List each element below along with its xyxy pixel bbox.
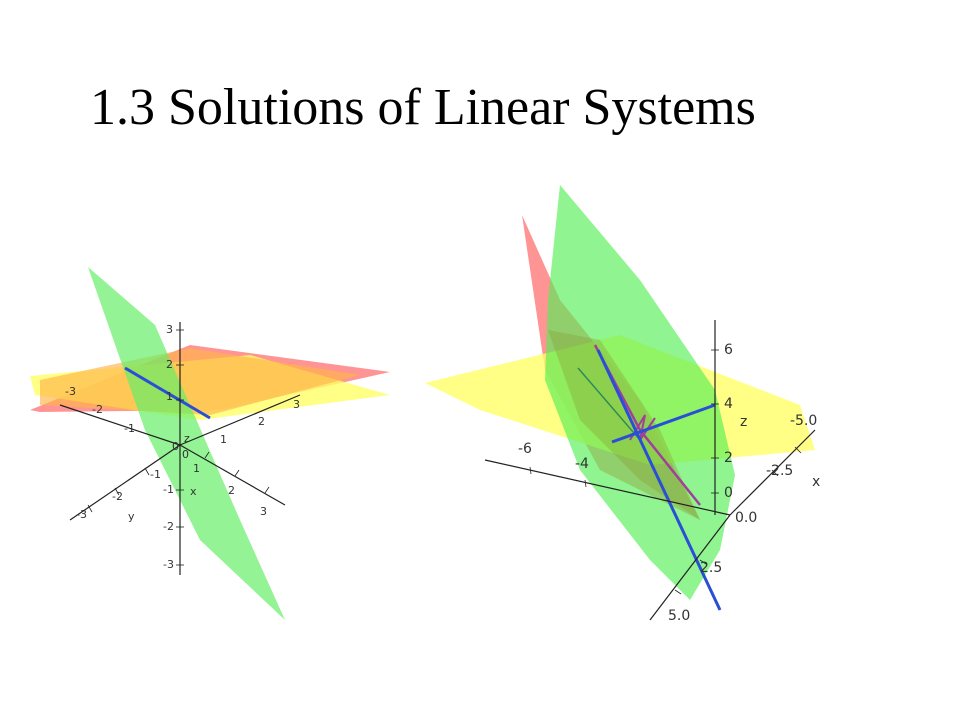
right-z-tick-3: 2 — [724, 450, 733, 466]
left-y-tick-6: 2 — [228, 484, 235, 497]
right-z-tick-1: 6 — [724, 342, 733, 358]
right-x-tick-1: -5.0 — [790, 413, 817, 429]
right-z-tick-4: 0 — [724, 485, 733, 501]
right-y-tick-1: -6 — [518, 441, 532, 457]
left-y-tick-4: 0 — [182, 448, 189, 461]
left-x-tick-5: 1 — [220, 433, 227, 446]
right-x-tick-2: -2.5 — [766, 463, 793, 479]
right-x-tick-3: 0.0 — [735, 510, 757, 526]
left-axis-label-x: x — [190, 485, 197, 498]
plane-green — [88, 267, 285, 620]
right-axis-label-z: z — [740, 414, 747, 430]
right-y-tick-4: 5.0 — [668, 608, 690, 624]
right-y-tick-2: -4 — [575, 456, 589, 472]
right-plot: 6 4 2 0 -5.0 -2.5 0.0 x -6 -4 2.5 5.0 z — [425, 185, 820, 624]
left-axis-label-y: y — [128, 510, 135, 523]
left-x-tick-2: -2 — [92, 403, 103, 416]
plane-overlap-orange — [40, 348, 360, 415]
solution-line — [124, 366, 211, 420]
green-line — [577, 367, 641, 441]
left-x-tick-3: -1 — [124, 422, 135, 435]
solution-line-2 — [611, 403, 716, 444]
right-y-tick-3: 2.5 — [700, 560, 722, 576]
left-y-tick-1: -3 — [76, 508, 87, 521]
left-z-tick-2: 2 — [166, 358, 173, 371]
left-z-tick-6: -3 — [163, 558, 174, 571]
slide-title: 1.3 Solutions of Linear Systems — [90, 79, 756, 136]
left-x-tick-1: -3 — [65, 385, 76, 398]
left-z-tick-1: 3 — [166, 323, 173, 336]
plane-green — [545, 185, 735, 600]
left-z-tick-4: -1 — [163, 483, 174, 496]
left-plot: 3 2 1 -1 -2 -3 -3 -2 -1 0 1 2 3 -3 -2 -1… — [30, 267, 390, 620]
left-y-tick-7: 3 — [260, 505, 267, 518]
axes-left — [59, 322, 301, 575]
left-y-tick-5: 1 — [193, 462, 200, 475]
left-axis-label-z: z — [184, 432, 190, 445]
right-z-tick-2: 4 — [724, 396, 733, 412]
left-x-tick-6: 2 — [258, 415, 265, 428]
left-x-tick-4: 0 — [172, 440, 179, 453]
axes-right — [484, 320, 816, 621]
left-z-tick-3: 1 — [166, 390, 173, 403]
left-z-tick-5: -2 — [163, 520, 174, 533]
left-y-tick-2: -2 — [112, 490, 123, 503]
right-axis-label-x: x — [812, 474, 820, 490]
left-y-tick-3: -1 — [150, 468, 161, 481]
left-x-tick-7: 3 — [293, 398, 300, 411]
solution-line — [596, 349, 722, 611]
